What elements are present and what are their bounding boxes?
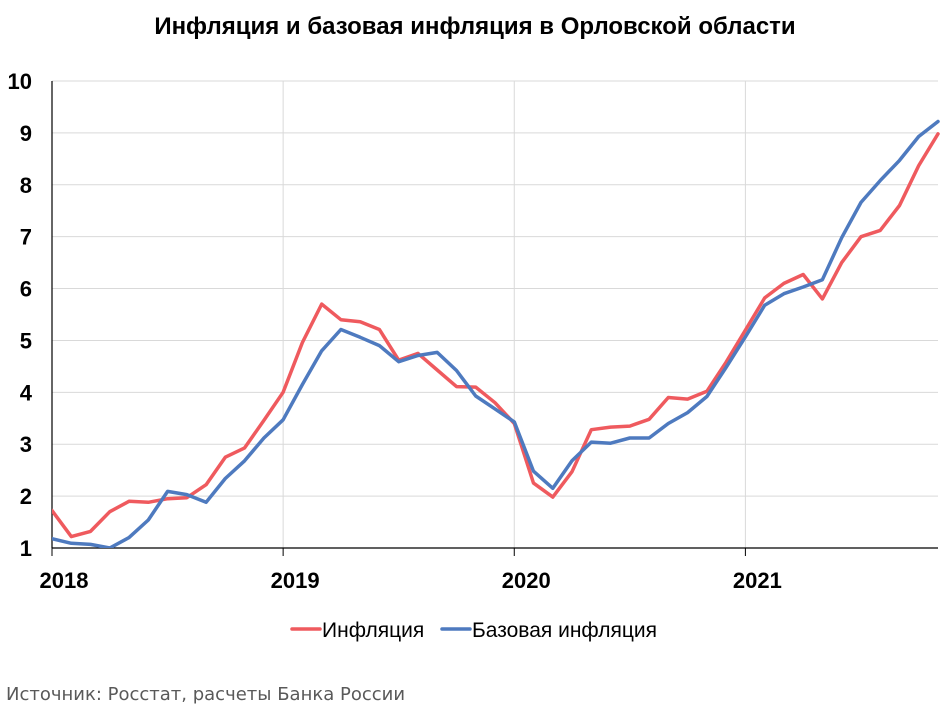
y-tick-label: 5: [20, 328, 32, 353]
x-tick-label: 2021: [733, 568, 782, 593]
y-tick-labels: 1 2 3 4 5 6 7 8 9 10: [8, 69, 33, 561]
x-tick-label: 2019: [271, 568, 320, 593]
series-line-inflation: [52, 132, 940, 539]
y-tick-label: 7: [20, 225, 32, 250]
y-tick-label: 10: [8, 69, 32, 94]
source-note: Источник: Росстат, расчеты Банка России: [6, 684, 406, 705]
y-tick-label: 9: [20, 121, 32, 146]
y-tick-label: 1: [20, 536, 32, 561]
grid: [52, 80, 938, 548]
x-tick-label: 2018: [40, 568, 89, 593]
legend-label: Инфляция: [322, 619, 424, 642]
axes: [51, 81, 938, 556]
chart-title: Инфляция и базовая инфляция в Орловской …: [154, 13, 795, 40]
y-tick-label: 3: [20, 432, 32, 457]
x-tick-label: 2020: [502, 568, 551, 593]
x-tick-labels: 2018 2019 2020 2021: [40, 568, 782, 593]
y-tick-label: 2: [20, 484, 32, 509]
series-line-core-inflation: [52, 119, 940, 548]
y-tick-label: 6: [20, 277, 32, 302]
y-tick-label: 8: [20, 173, 32, 198]
legend-label: Базовая инфляция: [472, 619, 657, 642]
series-lines: [52, 119, 940, 548]
y-tick-label: 4: [20, 380, 33, 405]
legend: Инфляция Базовая инфляция: [290, 619, 657, 642]
